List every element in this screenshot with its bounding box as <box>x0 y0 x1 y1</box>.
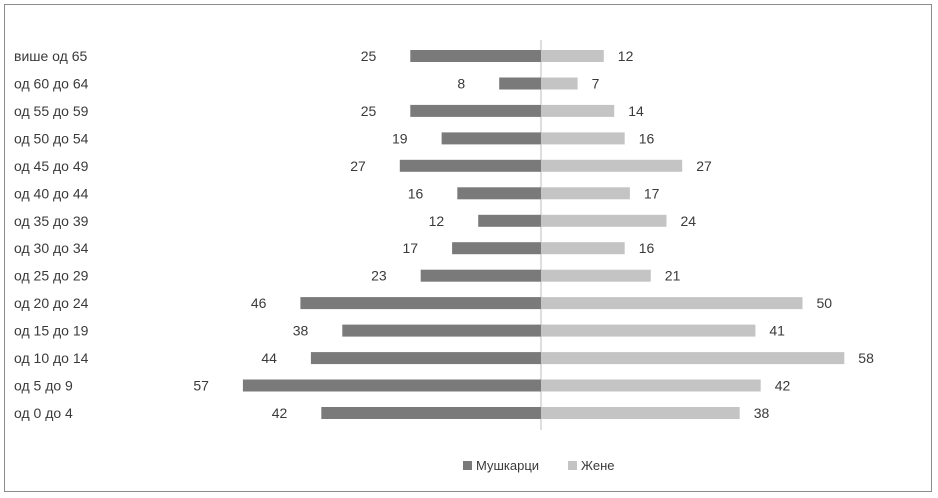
bar-female <box>541 269 651 282</box>
value-label-female: 16 <box>639 130 655 146</box>
bars-group <box>242 40 845 430</box>
bar-female <box>541 159 683 172</box>
value-label-male: 44 <box>261 350 277 366</box>
value-label-male: 27 <box>350 158 366 174</box>
category-label: од 15 до 19 <box>14 323 89 339</box>
bar-male <box>321 407 541 419</box>
value-label-female: 21 <box>665 268 681 284</box>
value-label-male: 16 <box>408 185 424 201</box>
value-label-female: 38 <box>754 405 770 421</box>
bar-female <box>541 214 667 227</box>
bar-male <box>441 132 541 145</box>
legend-label-female: Жене <box>581 458 614 473</box>
bar-male <box>399 159 541 172</box>
labels-group: више од 65 25 12 од 60 до 64 8 7 од 55 до 59 25… <box>14 48 874 421</box>
bar-male <box>499 77 541 90</box>
category-label: више од 65 <box>14 48 87 64</box>
bar-female <box>541 324 756 337</box>
bar-female <box>541 50 604 62</box>
bar-male <box>410 50 542 62</box>
category-label: од 5 до 9 <box>14 378 73 394</box>
bar-male <box>300 297 541 310</box>
bar-female <box>541 297 803 310</box>
bar-male <box>242 379 541 392</box>
value-label-male: 17 <box>403 240 419 256</box>
value-label-male: 42 <box>272 405 288 421</box>
bar-female <box>541 379 761 392</box>
value-label-male: 23 <box>371 268 387 284</box>
bar-female <box>541 187 630 200</box>
value-label-male: 19 <box>392 130 408 146</box>
bar-female <box>541 77 578 90</box>
bar-female <box>541 132 625 145</box>
category-label: од 25 до 29 <box>14 268 89 284</box>
value-label-male: 46 <box>251 295 267 311</box>
category-label: од 10 до 14 <box>14 350 89 366</box>
value-label-female: 7 <box>592 76 600 92</box>
value-label-male: 38 <box>293 323 309 339</box>
value-label-male: 25 <box>361 48 377 64</box>
value-label-female: 14 <box>628 103 644 119</box>
category-label: од 35 до 39 <box>14 213 89 229</box>
bar-male <box>420 269 541 282</box>
legend-swatch-male <box>463 461 472 470</box>
value-label-male: 12 <box>429 213 445 229</box>
category-label: од 60 до 64 <box>14 76 89 92</box>
category-label: од 0 до 4 <box>14 405 73 421</box>
value-label-female: 12 <box>618 48 634 64</box>
value-label-female: 27 <box>696 158 712 174</box>
category-label: од 40 до 44 <box>14 185 89 201</box>
bar-female <box>541 407 740 419</box>
bar-male <box>342 324 541 337</box>
value-label-female: 16 <box>639 240 655 256</box>
category-label: од 45 до 49 <box>14 158 89 174</box>
category-label: од 20 до 24 <box>14 295 89 311</box>
value-label-male: 57 <box>193 378 209 394</box>
value-label-female: 41 <box>769 323 785 339</box>
value-label-female: 50 <box>817 295 833 311</box>
value-label-male: 25 <box>361 103 377 119</box>
legend-swatch-female <box>568 461 577 470</box>
value-label-female: 58 <box>858 350 874 366</box>
value-label-female: 42 <box>775 378 791 394</box>
value-label-female: 24 <box>681 213 697 229</box>
bar-male <box>410 104 542 117</box>
category-label: од 30 до 34 <box>14 240 89 256</box>
bar-male <box>457 187 541 200</box>
bar-male <box>452 242 541 255</box>
category-label: од 55 до 59 <box>14 103 89 119</box>
bar-female <box>541 104 615 117</box>
legend: Мушкарци Жене <box>463 458 614 473</box>
legend-label-male: Мушкарци <box>476 458 539 473</box>
bar-male <box>310 352 541 365</box>
value-label-female: 17 <box>644 185 660 201</box>
category-label: од 50 до 54 <box>14 130 89 146</box>
value-label-male: 8 <box>457 76 465 92</box>
bar-female <box>541 242 625 255</box>
bar-male <box>478 214 541 227</box>
bar-female <box>541 352 845 365</box>
